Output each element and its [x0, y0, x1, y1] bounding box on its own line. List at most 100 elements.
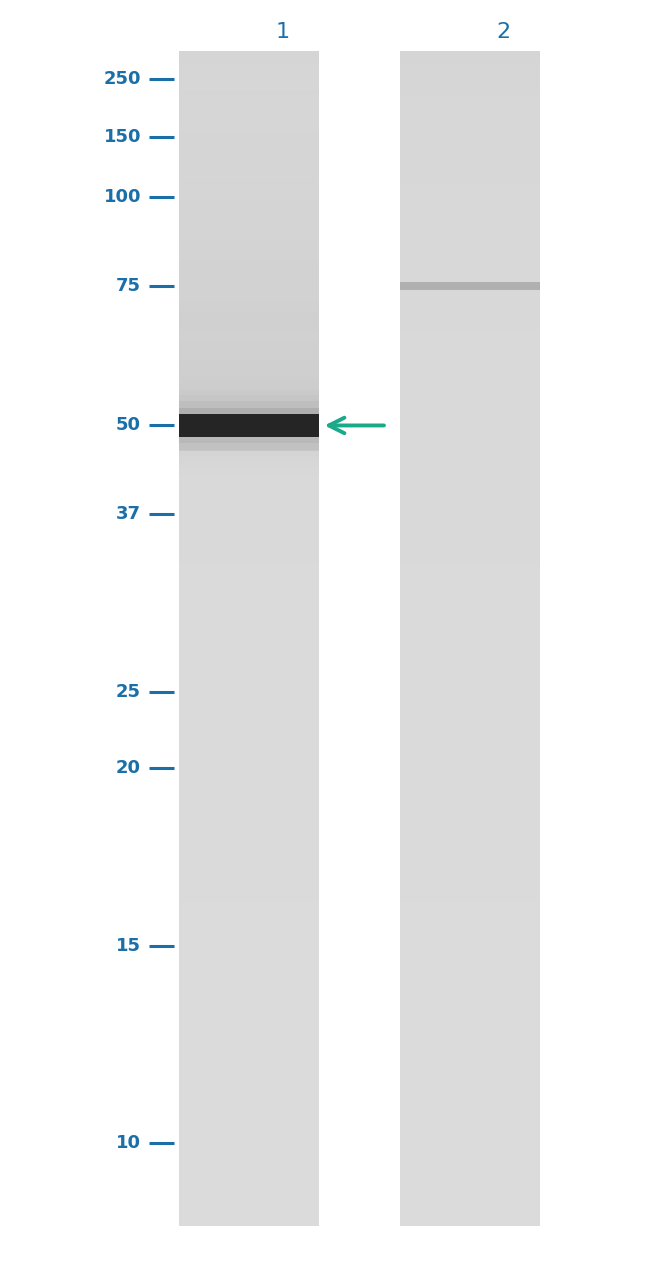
Bar	[179, 521, 318, 536]
Bar	[179, 565, 318, 579]
Bar	[400, 917, 540, 932]
Bar	[400, 1020, 540, 1035]
Bar	[400, 740, 540, 756]
Text: 1: 1	[276, 22, 290, 42]
Bar	[400, 389, 540, 403]
Bar	[179, 321, 318, 331]
Bar	[179, 608, 318, 624]
Bar	[179, 315, 318, 330]
Bar	[179, 843, 318, 859]
Bar	[400, 447, 540, 462]
Bar	[179, 903, 318, 917]
Bar	[179, 291, 318, 301]
Bar	[179, 201, 318, 211]
Bar	[400, 505, 540, 521]
Bar	[400, 668, 540, 682]
Bar	[400, 1196, 540, 1210]
Bar	[179, 431, 318, 441]
Bar	[179, 281, 318, 291]
Bar	[179, 180, 318, 190]
Bar	[179, 961, 318, 975]
Bar	[400, 975, 540, 991]
Bar	[179, 917, 318, 932]
Bar	[179, 639, 318, 653]
Bar	[400, 403, 540, 418]
Bar	[400, 344, 540, 359]
Bar	[400, 785, 540, 800]
Bar	[179, 211, 318, 221]
Bar	[400, 433, 540, 447]
Bar	[179, 771, 318, 785]
Bar	[179, 946, 318, 961]
Bar	[179, 71, 318, 81]
Bar	[179, 414, 318, 437]
Bar	[400, 1093, 540, 1107]
Bar	[400, 565, 540, 579]
Bar	[179, 814, 318, 829]
Bar	[179, 1138, 318, 1152]
Bar	[400, 888, 540, 903]
Bar	[400, 1152, 540, 1167]
Bar	[179, 785, 318, 800]
Bar	[179, 975, 318, 991]
Bar	[179, 450, 318, 456]
Bar	[400, 154, 540, 169]
Bar	[179, 1196, 318, 1210]
Bar	[179, 51, 318, 1226]
Bar	[179, 227, 318, 241]
Bar	[179, 536, 318, 550]
Bar	[400, 946, 540, 961]
Bar	[400, 51, 540, 1226]
Text: 10: 10	[116, 1134, 141, 1152]
Bar	[400, 359, 540, 373]
Bar	[179, 251, 318, 260]
Bar	[179, 1123, 318, 1138]
Bar	[400, 624, 540, 638]
Bar	[179, 81, 318, 91]
Bar	[179, 1020, 318, 1035]
Bar	[179, 231, 318, 241]
Bar	[179, 389, 318, 403]
Bar	[400, 756, 540, 771]
Bar	[400, 697, 540, 711]
Bar	[400, 903, 540, 917]
Bar	[400, 124, 540, 138]
Text: 150: 150	[103, 128, 141, 146]
Bar	[179, 361, 318, 371]
Bar	[400, 726, 540, 740]
Bar	[400, 212, 540, 227]
Text: 100: 100	[103, 188, 141, 206]
Bar	[400, 183, 540, 198]
Bar	[400, 1006, 540, 1020]
Bar	[400, 373, 540, 389]
Bar	[400, 1078, 540, 1093]
Bar	[179, 1210, 318, 1226]
Bar	[400, 198, 540, 212]
Bar	[400, 639, 540, 653]
Bar	[179, 212, 318, 227]
Bar	[400, 330, 540, 344]
Bar	[179, 1064, 318, 1078]
Bar	[179, 1107, 318, 1123]
Bar	[400, 95, 540, 109]
Bar	[400, 608, 540, 624]
Bar	[179, 351, 318, 361]
Bar	[179, 359, 318, 373]
Bar	[179, 286, 318, 301]
Bar	[179, 800, 318, 814]
Bar	[400, 829, 540, 843]
Bar	[179, 190, 318, 201]
Bar	[179, 51, 318, 61]
Bar	[179, 740, 318, 756]
Bar	[400, 315, 540, 330]
Text: 37: 37	[116, 505, 141, 523]
Bar	[179, 301, 318, 315]
Bar	[179, 447, 318, 462]
Bar	[400, 286, 540, 301]
Bar	[400, 859, 540, 874]
Bar	[400, 711, 540, 726]
Bar	[400, 653, 540, 668]
Bar	[179, 550, 318, 565]
Bar	[179, 382, 318, 389]
Bar	[400, 1035, 540, 1049]
